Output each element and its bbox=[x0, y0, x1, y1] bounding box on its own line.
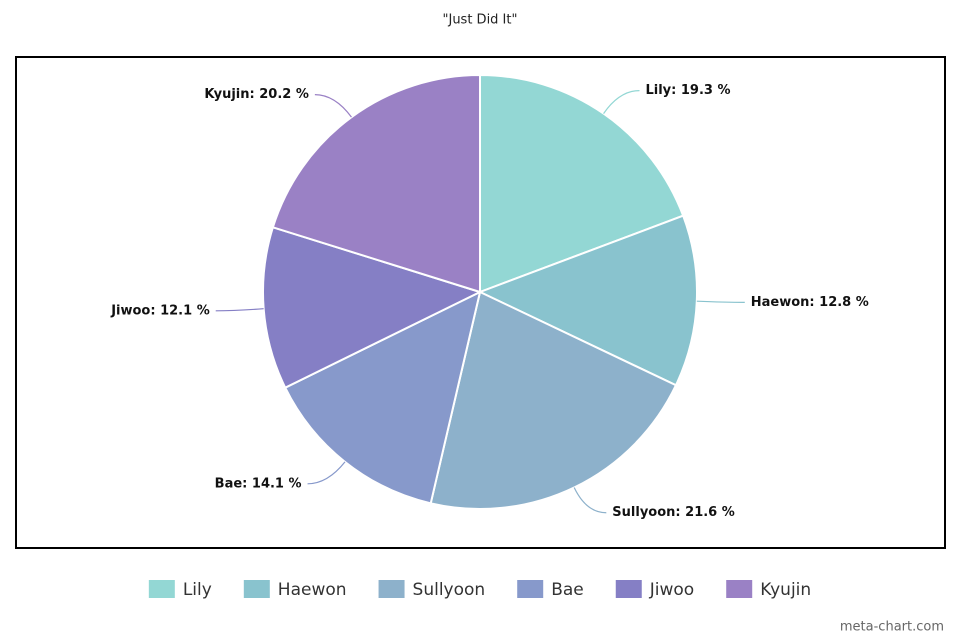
legend-swatch bbox=[378, 580, 405, 598]
leader-line bbox=[215, 308, 264, 312]
pie-slice bbox=[429, 290, 678, 510]
leader-line bbox=[603, 89, 640, 114]
legend-label: Jiwoo bbox=[649, 580, 694, 600]
legend-label: Sullyoon bbox=[413, 580, 486, 600]
data-label: Kyujin: 20.2 % bbox=[204, 87, 309, 102]
leader-line bbox=[696, 300, 745, 303]
plot-frame bbox=[15, 56, 946, 549]
chart-title: "Just Did It" bbox=[443, 13, 518, 28]
pie-slice bbox=[271, 73, 481, 294]
legend-swatch bbox=[517, 580, 544, 598]
legend-swatch bbox=[726, 580, 753, 598]
legend-label: Bae bbox=[551, 580, 584, 600]
data-label: Bae: 14.1 % bbox=[215, 476, 302, 491]
watermark: meta-chart.com bbox=[840, 620, 944, 635]
pie-slice bbox=[477, 214, 698, 387]
leader-line bbox=[314, 94, 352, 118]
leader-line bbox=[573, 487, 607, 514]
legend-swatch bbox=[615, 580, 642, 598]
legend-swatch bbox=[243, 580, 270, 598]
legend-swatch bbox=[148, 580, 175, 598]
data-label: Jiwoo: 12.1 % bbox=[110, 303, 210, 318]
legend-label: Kyujin bbox=[760, 580, 811, 600]
data-label: Sullyoon: 21.6 % bbox=[612, 505, 734, 520]
data-label: Lily: 19.3 % bbox=[645, 83, 730, 98]
data-label: Haewon: 12.8 % bbox=[751, 295, 869, 310]
legend-label: Lily bbox=[183, 580, 212, 600]
legend-label: Haewon bbox=[278, 580, 347, 600]
pie-slice bbox=[479, 73, 685, 294]
leader-line bbox=[307, 461, 346, 485]
